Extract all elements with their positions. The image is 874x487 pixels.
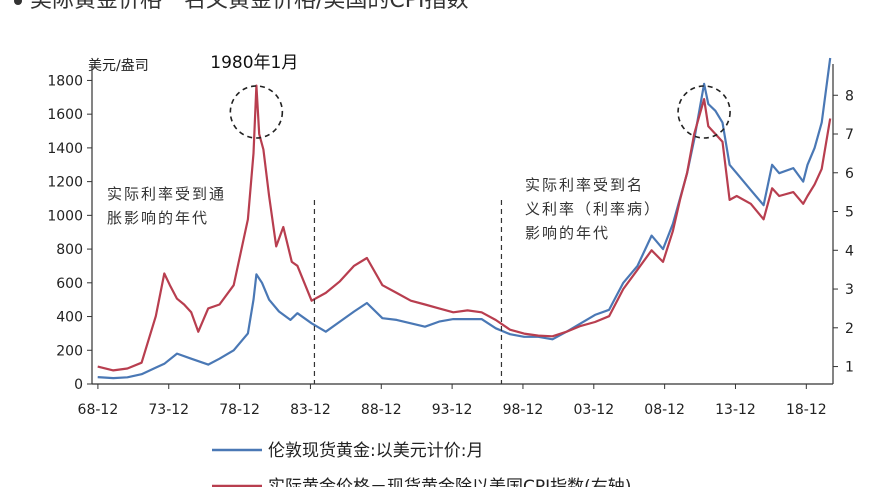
x-tick-label: 18-12 (786, 402, 827, 418)
peak-annotation-label: 1980年1月 (210, 53, 298, 73)
y-right-tick-label: 8 (845, 88, 854, 104)
note-right-line: 实际利率受到名 (525, 176, 644, 194)
y-left-tick-label: 1000 (47, 208, 83, 224)
note-right-line: 影响的年代 (525, 224, 610, 242)
series-line-1 (97, 57, 832, 380)
y-left-tick-label: 0 (74, 377, 83, 393)
series-line-2 (97, 84, 832, 372)
legend-label: 伦敦现货黄金:以美元计价:月 (268, 441, 483, 461)
y-right-tick-label: 5 (845, 205, 854, 221)
x-tick-label: 03-12 (573, 402, 614, 418)
peak-highlight-circle (229, 85, 284, 139)
y-right-tick-label: 4 (845, 243, 854, 259)
y-left-tick-label: 400 (56, 310, 83, 326)
y-left-tick-label: 1200 (47, 175, 83, 191)
y-right-tick-label: 3 (845, 282, 854, 298)
legend-label: 实际黄金价格－现货黄金除以美国CPI指数(右轴) (268, 477, 631, 487)
x-tick-label: 88-12 (361, 402, 402, 418)
note-right-line: 义利率（利率病） (525, 200, 661, 218)
y-right-tick-label: 2 (845, 321, 854, 337)
x-tick-label: 93-12 (432, 402, 473, 418)
y-left-axis-label: 美元/盎司 (88, 58, 149, 74)
chart-title: 美际黄金价格－名义黄金价格/美国的CPI指数 (0, 0, 874, 13)
x-tick-label: 98-12 (503, 402, 544, 418)
y-right-tick-label: 1 (845, 360, 854, 376)
note-left-line: 实际利率受到通 (107, 185, 226, 203)
chart-axes: 0 200 400 600 800 1000 1200 1400 1600 1800 1 2 3 4 5 6 7… (47, 58, 854, 418)
chart-lines (97, 57, 832, 380)
x-tick-label: 68-12 (78, 402, 119, 418)
peak-highlight-circle (677, 85, 731, 139)
y-left-tick-label: 600 (56, 276, 83, 292)
y-left-tick-label: 200 (56, 343, 83, 359)
x-tick-label: 83-12 (290, 402, 331, 418)
x-tick-label: 13-12 (715, 402, 756, 418)
note-left-line: 胀影响的年代 (107, 209, 209, 227)
x-tick-label: 08-12 (644, 402, 685, 418)
y-right-tick-label: 7 (845, 127, 854, 143)
x-tick-label: 73-12 (148, 402, 189, 418)
y-right-tick-label: 6 (845, 166, 854, 182)
y-left-tick-label: 1800 (47, 73, 83, 89)
y-left-tick-label: 1400 (47, 141, 83, 157)
chart-title-text: 美际黄金价格－名义黄金价格/美国的CPI指数 (30, 0, 469, 13)
y-left-tick-label: 800 (56, 242, 83, 258)
x-tick-label: 78-12 (219, 402, 260, 418)
title-bullet-icon (14, 0, 22, 5)
y-left-tick-label: 1600 (47, 107, 83, 123)
